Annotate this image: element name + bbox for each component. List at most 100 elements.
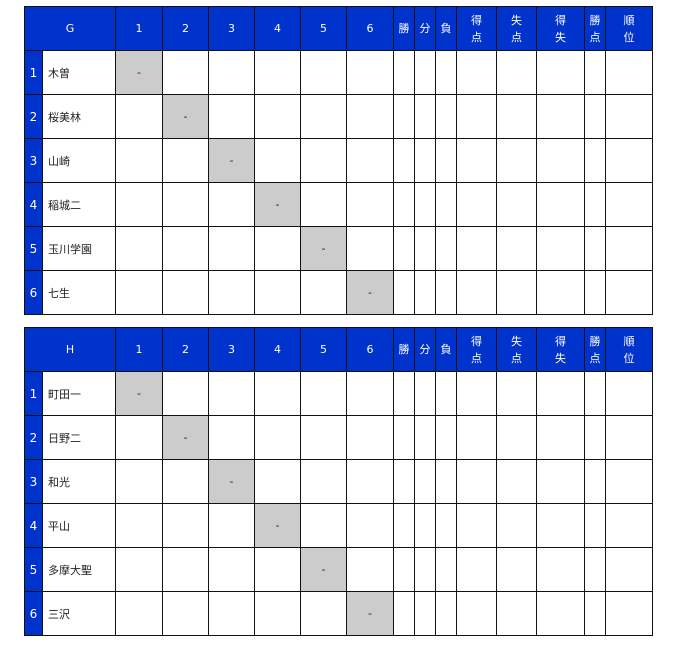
stat-header-char: 失 bbox=[511, 334, 522, 348]
opponent-header: 3 bbox=[208, 6, 255, 51]
stat-cell bbox=[605, 591, 653, 636]
opponent-header: 4 bbox=[254, 327, 301, 372]
result-cell bbox=[162, 226, 209, 271]
stat-cell bbox=[605, 547, 653, 592]
stat-header: 勝 bbox=[393, 327, 415, 372]
team-row: 4 平山 - bbox=[24, 503, 653, 548]
result-cell bbox=[162, 371, 209, 416]
stat-header: 失点 bbox=[496, 327, 537, 372]
result-cell bbox=[346, 415, 394, 460]
stat-header: 得失 bbox=[536, 327, 585, 372]
team-row: 5 玉川学園 - bbox=[24, 226, 653, 271]
result-cell bbox=[115, 182, 163, 227]
stat-cell bbox=[414, 94, 436, 139]
stat-cell bbox=[456, 182, 497, 227]
stat-cell bbox=[496, 591, 537, 636]
result-cell bbox=[346, 503, 394, 548]
result-cell bbox=[300, 459, 347, 504]
stat-cell bbox=[435, 547, 457, 592]
team-row: 2 桜美林 - bbox=[24, 94, 653, 139]
stat-header-char: 勝 bbox=[398, 22, 410, 35]
result-cell bbox=[300, 591, 347, 636]
stat-cell bbox=[584, 94, 606, 139]
result-cell bbox=[208, 547, 255, 592]
self-match-cell: - bbox=[300, 226, 347, 271]
result-cell bbox=[208, 270, 255, 315]
stat-cell bbox=[536, 547, 585, 592]
stat-cell bbox=[456, 270, 497, 315]
self-match-cell: - bbox=[208, 459, 255, 504]
stat-cell bbox=[496, 138, 537, 183]
stat-cell bbox=[456, 415, 497, 460]
team-number: 6 bbox=[24, 591, 43, 636]
opponent-header: 2 bbox=[162, 6, 209, 51]
stat-header: 分 bbox=[414, 327, 436, 372]
stat-cell bbox=[605, 182, 653, 227]
stat-header: 勝 bbox=[393, 6, 415, 51]
result-cell bbox=[254, 371, 301, 416]
result-cell bbox=[300, 50, 347, 95]
team-name: 木曽 bbox=[42, 50, 116, 95]
result-cell bbox=[115, 94, 163, 139]
stat-cell bbox=[414, 138, 436, 183]
result-cell bbox=[254, 459, 301, 504]
result-cell bbox=[254, 591, 301, 636]
result-cell bbox=[162, 138, 209, 183]
stat-cell bbox=[393, 547, 415, 592]
team-row: 4 稲城二 - bbox=[24, 182, 653, 227]
result-cell bbox=[300, 371, 347, 416]
stat-header: 勝点 bbox=[584, 6, 606, 51]
stat-header-char: 点 bbox=[511, 351, 522, 365]
stat-cell bbox=[393, 459, 415, 504]
group-name: G bbox=[24, 6, 116, 51]
stat-cell bbox=[584, 547, 606, 592]
result-cell bbox=[300, 270, 347, 315]
team-name: 平山 bbox=[42, 503, 116, 548]
result-cell bbox=[115, 503, 163, 548]
stat-header-char: 位 bbox=[623, 30, 635, 44]
stat-header-char: 点 bbox=[471, 351, 482, 365]
group-g-table: G 1 2 3 4 5 6 勝分負得点失点得失勝点順位 1 木曽 -2 桜美林 -3 山崎 -4 稲城二 -5 玉… bbox=[24, 6, 653, 315]
self-match-cell: - bbox=[115, 50, 163, 95]
result-cell bbox=[115, 547, 163, 592]
team-row: 3 和光 - bbox=[24, 459, 653, 504]
stat-cell bbox=[456, 459, 497, 504]
self-match-cell: - bbox=[346, 270, 394, 315]
stat-header-char: 分 bbox=[419, 22, 431, 35]
stat-cell bbox=[456, 591, 497, 636]
team-row: 6 七生 - bbox=[24, 270, 653, 315]
group-name: H bbox=[24, 327, 116, 372]
stat-header: 勝点 bbox=[584, 327, 606, 372]
stat-cell bbox=[456, 547, 497, 592]
stat-header-char: 得 bbox=[471, 334, 482, 348]
stat-cell bbox=[536, 270, 585, 315]
self-match-cell: - bbox=[254, 503, 301, 548]
stat-cell bbox=[435, 503, 457, 548]
result-cell bbox=[346, 94, 394, 139]
stat-header: 負 bbox=[435, 327, 457, 372]
result-cell bbox=[254, 94, 301, 139]
stat-cell bbox=[605, 226, 653, 271]
stat-cell bbox=[414, 371, 436, 416]
self-match-cell: - bbox=[254, 182, 301, 227]
result-cell bbox=[162, 270, 209, 315]
team-number: 3 bbox=[24, 459, 43, 504]
stat-cell bbox=[435, 94, 457, 139]
stat-header-char: 得 bbox=[555, 13, 566, 27]
result-cell bbox=[208, 50, 255, 95]
stat-cell bbox=[536, 415, 585, 460]
stat-cell bbox=[536, 371, 585, 416]
self-match-cell: - bbox=[346, 591, 394, 636]
team-number: 3 bbox=[24, 138, 43, 183]
self-match-cell: - bbox=[162, 94, 209, 139]
stat-header-char: 勝 bbox=[589, 13, 601, 27]
result-cell bbox=[115, 270, 163, 315]
group-h-table: H 1 2 3 4 5 6 勝分負得点失点得失勝点順位 1 町田一 -2 日野二 -3 和光 -4 平山 -5 多… bbox=[24, 327, 653, 636]
result-cell bbox=[208, 415, 255, 460]
stat-cell bbox=[536, 94, 585, 139]
stat-cell bbox=[496, 94, 537, 139]
stat-cell bbox=[584, 459, 606, 504]
stat-cell bbox=[435, 270, 457, 315]
opponent-header: 3 bbox=[208, 327, 255, 372]
